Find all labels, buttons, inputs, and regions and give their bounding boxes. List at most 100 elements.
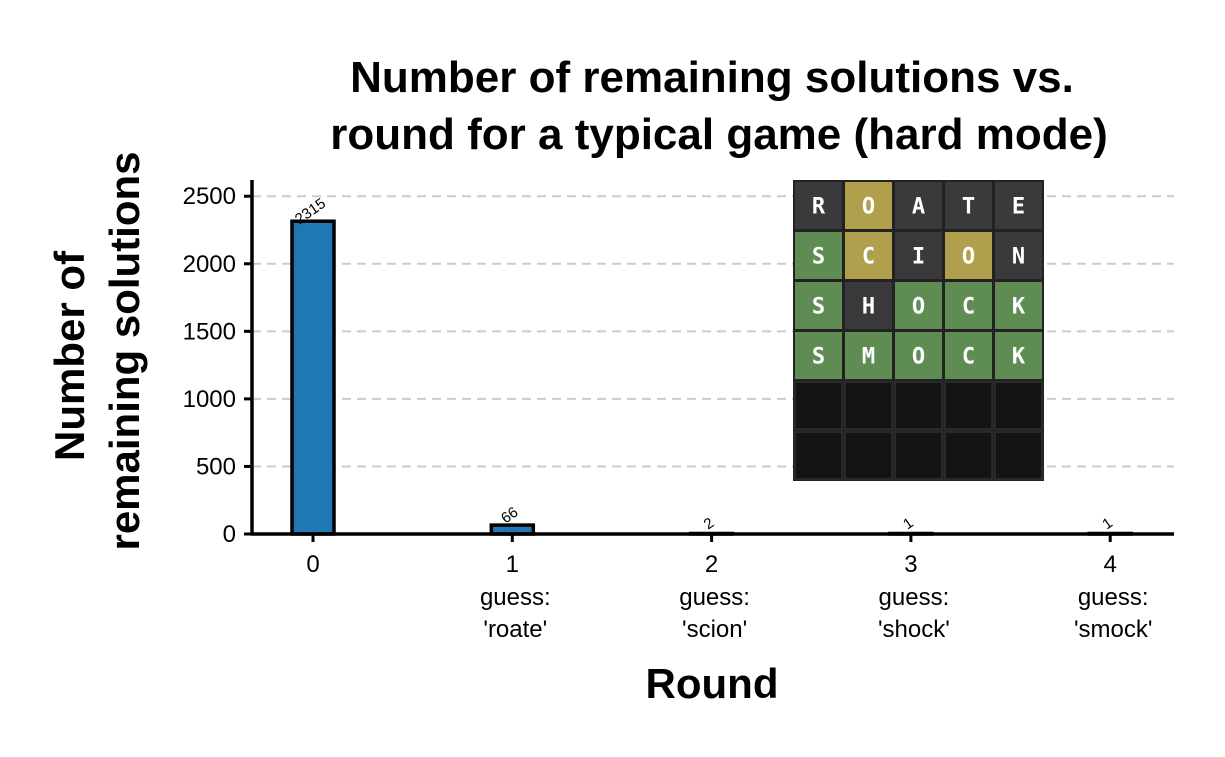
board-tile-r1-c0: S [795,232,842,279]
x-tick-sublabel: 'shock' [878,616,950,643]
x-tick-label-0: 0 [306,551,319,578]
board-tile-r0-c2: A [895,182,942,229]
board-tile-r3-c1: M [845,332,892,379]
board-tile-r5-c3 [944,431,993,480]
board-tile-r2-c2: O [895,282,942,329]
board-tile-r1-c2: I [895,232,942,279]
x-tick-label-3: 3 [904,551,917,578]
x-tick-sublabel: 'scion' [682,616,747,643]
data-label-round-1: 66 [498,504,521,527]
board-tile-fill [895,182,942,229]
board-tile-r5-c0 [794,431,843,480]
board-tile-fill [945,232,992,279]
board-tile-fill [945,332,992,379]
board-tile-r2-c0: S [795,282,842,329]
board-tile-fill [944,381,993,430]
board-tile-r0-c3: T [945,182,992,229]
board-tile-r3-c4: K [995,332,1042,379]
board-tile-letter: C [862,245,875,270]
board-tile-fill [994,381,1043,430]
board-tile-fill [795,282,842,329]
y-axis-title-line-1: Number of [46,250,93,461]
board-tile-r3-c3: C [945,332,992,379]
data-label-round-4: 1 [1099,514,1116,533]
board-tile-fill [895,332,942,379]
board-tile-letter: M [862,345,875,370]
board-tile-fill [845,232,892,279]
x-tick-label-4: 4 [1104,551,1117,578]
board-tile-fill [945,182,992,229]
board-tile-fill [795,182,842,229]
board-tile-fill [995,182,1042,229]
board-tile-letter: C [962,295,975,320]
x-axis-title: Round [646,660,779,707]
board-tile-fill [794,431,843,480]
board-tile-r4-c1 [844,381,893,430]
board-tile-r2-c4: K [995,282,1042,329]
board-tile-r2-c3: C [945,282,992,329]
board-tile-r4-c0 [794,381,843,430]
x-tick-sublabel: 'roate' [483,616,547,643]
board-tile-fill [845,332,892,379]
board-tile-letter: T [962,195,975,220]
board-tile-fill [995,332,1042,379]
board-tile-letter: O [962,245,975,270]
y-tick-label: 2500 [183,183,236,210]
board-tile-letter: I [912,245,925,270]
board-tile-r3-c2: O [895,332,942,379]
board-tile-r1-c1: C [845,232,892,279]
data-label-round-2: 2 [701,514,718,533]
y-tick-label: 1000 [183,386,236,413]
board-tile-fill [844,431,893,480]
board-background [793,180,1044,481]
x-tick-label-2: 2 [705,551,718,578]
board-tile-letter: A [912,195,925,220]
board-tile-r0-c0: R [795,182,842,229]
board-tile-letter: C [962,345,975,370]
board-tile-fill [895,232,942,279]
board-tile-r1-c4: N [995,232,1042,279]
board-tile-letter: K [1012,345,1026,370]
board-tile-fill [795,332,842,379]
board-tile-fill [944,431,993,480]
chart-title-line-2: round for a typical game (hard mode) [330,110,1107,159]
board-tile-letter: R [812,195,826,220]
board-tile-r2-c1: H [845,282,892,329]
board-tile-fill [894,431,943,480]
board-tile-letter: S [812,345,825,370]
board-tile-letter: H [862,295,875,320]
y-tick-label: 0 [223,521,236,548]
board-tile-letter: O [862,195,875,220]
board-tile-r5-c2 [894,431,943,480]
board-tile-letter: K [1012,295,1026,320]
y-axis-title-line-2: remaining solutions [101,151,148,550]
board-tile-letter: N [1012,245,1025,270]
board-tile-fill [995,282,1042,329]
board-tile-r4-c3 [944,381,993,430]
board-tile-r5-c4 [994,431,1043,480]
board-tile-fill [845,282,892,329]
x-ticks: 0 1 guess: 'roate' 2 guess: 'scion' 3 guess: 'sho… [306,534,1152,643]
board-tile-r1-c3: O [945,232,992,279]
x-tick-sublabel: guess: [480,584,551,611]
board-tile-fill [945,282,992,329]
x-tick-label-1: 1 [506,551,519,578]
x-tick-sublabel: guess: [679,584,750,611]
board-tile-r4-c4 [994,381,1043,430]
board-tile-letter: S [812,295,825,320]
board-tile-fill [845,182,892,229]
x-tick-sublabel: guess: [1078,584,1149,611]
board-tile-fill [894,381,943,430]
board-tile-r4-c2 [894,381,943,430]
board-tile-fill [844,381,893,430]
x-tick-sublabel: 'smock' [1074,616,1153,643]
y-tick-label: 1500 [183,318,236,345]
y-tick-label: 2000 [183,251,236,278]
board-tile-letter: S [812,245,825,270]
board-tile-letter: O [912,295,925,320]
board-tile-fill [995,232,1042,279]
chart-title-line-1: Number of remaining solutions vs. [350,53,1074,102]
board-tile-letter: E [1012,195,1025,220]
board-tile-fill [795,232,842,279]
